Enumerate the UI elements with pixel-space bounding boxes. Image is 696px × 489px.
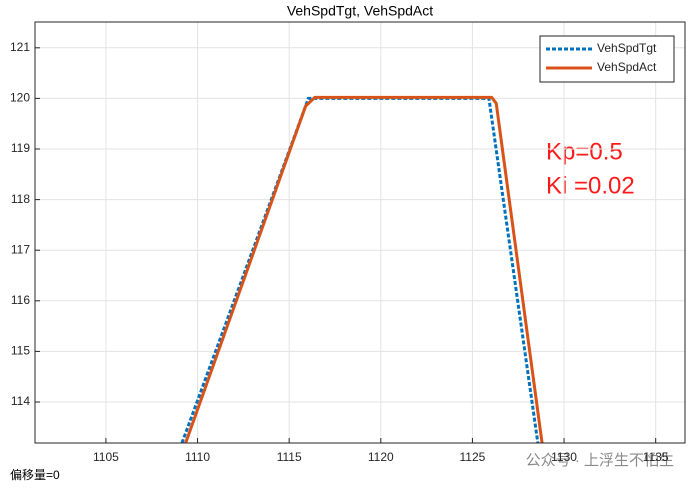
y-tick-label: 114 <box>11 394 30 408</box>
x-tick-label: 1120 <box>368 450 394 464</box>
legend-label: VehSpdTgt <box>597 41 657 55</box>
y-tick-label: 115 <box>11 344 30 358</box>
x-tick-label: 1125 <box>460 450 486 464</box>
x-tick-label: 1135 <box>643 450 669 464</box>
chart-title: VehSpdTgt, VehSpdAct <box>287 3 433 19</box>
legend-label: VehSpdAct <box>597 60 657 74</box>
y-tick-label: 120 <box>10 91 30 105</box>
x-tick-label: 1115 <box>277 450 302 464</box>
series-line <box>184 95 544 443</box>
y-tick-label: 118 <box>11 192 30 206</box>
x-tick-label: 1110 <box>185 450 210 464</box>
y-tick-label: 117 <box>11 242 30 256</box>
watermark: 公众号 · 上浮生不怕生 <box>526 452 674 469</box>
y-tick-label: 119 <box>11 141 30 155</box>
annotation: Ki =0.02 <box>546 172 635 199</box>
y-tick-label: 121 <box>10 40 30 54</box>
y-tick-label: 116 <box>11 293 30 307</box>
annotation: Kp=0.5 <box>546 138 623 165</box>
axes-box <box>34 21 686 444</box>
footer-text: 偏移量=0 <box>10 467 60 482</box>
x-tick-label: 1105 <box>93 450 119 464</box>
legend-box <box>539 35 675 83</box>
x-tick-label: 1130 <box>551 450 577 464</box>
